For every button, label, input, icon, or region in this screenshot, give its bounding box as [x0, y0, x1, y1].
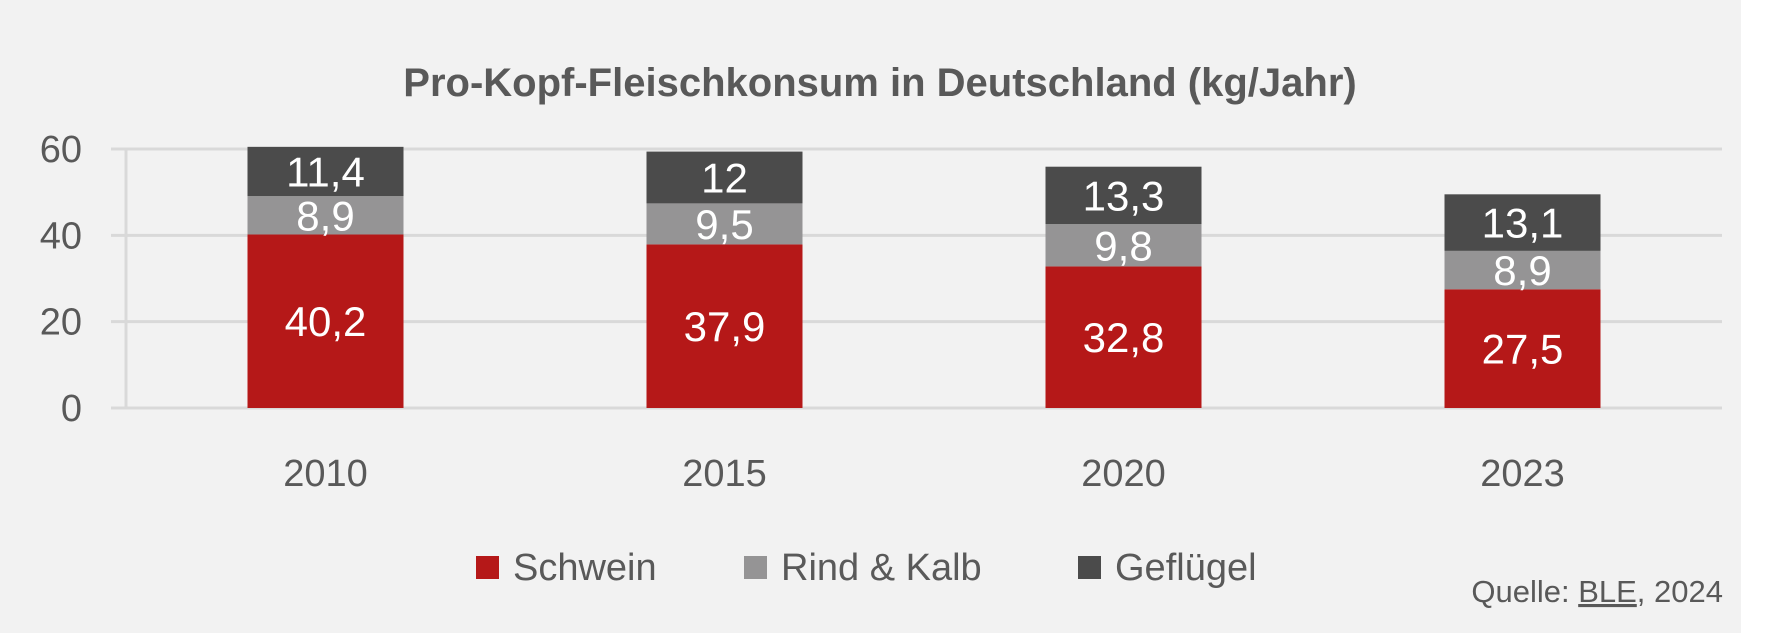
- data-label: 8,9: [1493, 247, 1551, 294]
- data-label: 13,1: [1482, 200, 1564, 247]
- data-label: 13,3: [1083, 172, 1165, 219]
- bar-segment: [646, 151, 803, 204]
- source-prefix: Quelle:: [1471, 574, 1578, 609]
- data-label: 11,4: [286, 148, 365, 195]
- data-label: 9,5: [695, 201, 753, 248]
- bar-segment: [1444, 194, 1601, 251]
- data-label: 9,8: [1094, 222, 1152, 269]
- bar-segment: [1045, 224, 1202, 267]
- chart-title: Pro-Kopf-Fleischkonsum in Deutschland (k…: [403, 61, 1356, 105]
- bar-segment: [1045, 166, 1202, 225]
- bar-segment: [247, 196, 404, 235]
- legend-item: Schwein: [476, 547, 657, 589]
- data-label: 40,2: [285, 298, 367, 345]
- legend-swatch: [476, 556, 499, 579]
- legend-label: Schwein: [513, 547, 657, 589]
- y-tick-label: 0: [61, 388, 82, 430]
- legend-label: Rind & Kalb: [781, 547, 982, 589]
- data-label: 12: [701, 154, 748, 201]
- source-suffix: , 2024: [1637, 574, 1723, 609]
- data-label: 37,9: [684, 303, 766, 350]
- data-label: 8,9: [296, 192, 354, 239]
- bar-segment: [1444, 250, 1601, 290]
- source-note: Quelle: BLE, 2024: [1471, 574, 1723, 609]
- x-tick-label: 2015: [682, 453, 767, 495]
- y-tick-label: 20: [40, 302, 82, 344]
- x-tick-label: 2020: [1081, 453, 1166, 495]
- y-tick-label: 40: [40, 215, 82, 257]
- bar-segment: [247, 146, 404, 197]
- legend-item: Geflügel: [1078, 547, 1257, 589]
- x-tick-label: 2023: [1480, 453, 1565, 495]
- data-label: 27,5: [1482, 326, 1564, 373]
- x-tick-label: 2010: [283, 453, 368, 495]
- bar-segment: [1444, 289, 1601, 408]
- legend-item: Rind & Kalb: [744, 547, 982, 589]
- source-link[interactable]: BLE: [1578, 574, 1637, 609]
- bar-segment: [646, 244, 803, 408]
- y-tick-label: 60: [40, 129, 82, 171]
- bar-segment: [247, 234, 404, 408]
- data-label: 32,8: [1083, 314, 1165, 361]
- legend-swatch: [744, 556, 767, 579]
- legend-label: Geflügel: [1115, 547, 1257, 589]
- legend-swatch: [1078, 556, 1101, 579]
- bar-segment: [1045, 266, 1202, 408]
- bar-segment: [646, 203, 803, 245]
